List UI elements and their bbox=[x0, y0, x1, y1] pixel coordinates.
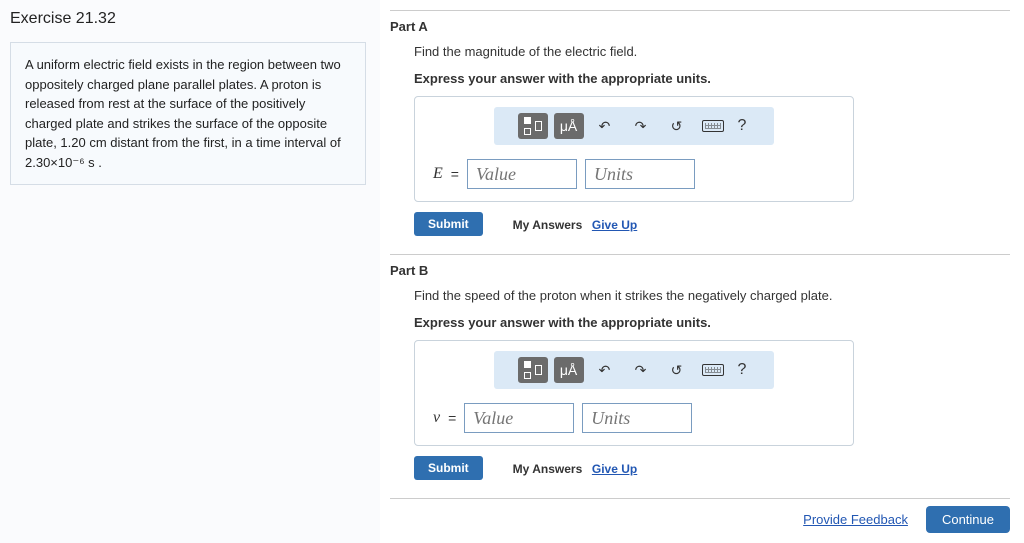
answers-group: My Answers Give Up bbox=[513, 217, 638, 232]
units-input[interactable] bbox=[585, 159, 695, 189]
exercise-title: Exercise 21.32 bbox=[10, 10, 366, 28]
undo-icon[interactable]: ↶ bbox=[590, 357, 620, 383]
undo-icon[interactable]: ↶ bbox=[590, 113, 620, 139]
help-icon[interactable]: ? bbox=[734, 117, 751, 135]
redo-icon[interactable]: ↷ bbox=[626, 113, 656, 139]
units-symbol-button[interactable]: μÅ bbox=[554, 357, 584, 383]
units-symbol-button[interactable]: μÅ bbox=[554, 113, 584, 139]
input-row: E = bbox=[433, 159, 839, 189]
page-root: Exercise 21.32 A uniform electric field … bbox=[0, 0, 1024, 543]
give-up-link[interactable]: Give Up bbox=[592, 218, 637, 232]
right-column: Part A Find the magnitude of the electri… bbox=[380, 0, 1024, 543]
part-instruction: Express your answer with the appropriate… bbox=[414, 71, 1010, 86]
part-divider bbox=[390, 254, 1010, 255]
footer-row: Provide Feedback Continue bbox=[803, 506, 1010, 533]
reset-icon[interactable]: ↺ bbox=[662, 357, 692, 383]
units-input[interactable] bbox=[582, 403, 692, 433]
submit-button[interactable]: Submit bbox=[414, 456, 483, 480]
template-icon[interactable] bbox=[518, 357, 548, 383]
part-instruction: Express your answer with the appropriate… bbox=[414, 315, 1010, 330]
value-input[interactable] bbox=[464, 403, 574, 433]
input-row: v = bbox=[433, 403, 839, 433]
answers-group: My Answers Give Up bbox=[513, 461, 638, 476]
help-icon[interactable]: ? bbox=[734, 361, 751, 379]
provide-feedback-link[interactable]: Provide Feedback bbox=[803, 512, 908, 527]
problem-statement: A uniform electric field exists in the r… bbox=[10, 42, 366, 185]
variable-label: E bbox=[433, 165, 443, 183]
my-answers-label: My Answers bbox=[513, 218, 583, 232]
answer-box: μÅ ↶ ↷ ↺ ? E = bbox=[414, 96, 854, 202]
reset-icon[interactable]: ↺ bbox=[662, 113, 692, 139]
bottom-divider bbox=[390, 498, 1010, 499]
answer-box: μÅ ↶ ↷ ↺ ? v = bbox=[414, 340, 854, 446]
input-toolbar: μÅ ↶ ↷ ↺ ? bbox=[494, 351, 774, 389]
part-prompt: Find the speed of the proton when it str… bbox=[414, 288, 1010, 303]
continue-button[interactable]: Continue bbox=[926, 506, 1010, 533]
part-a: Part A Find the magnitude of the electri… bbox=[390, 19, 1010, 236]
input-toolbar: μÅ ↶ ↷ ↺ ? bbox=[494, 107, 774, 145]
part-b: Part B Find the speed of the proton when… bbox=[390, 263, 1010, 480]
part-label: Part A bbox=[390, 19, 1010, 34]
left-column: Exercise 21.32 A uniform electric field … bbox=[0, 0, 380, 543]
submit-row: Submit My Answers Give Up bbox=[414, 212, 1010, 236]
template-icon[interactable] bbox=[518, 113, 548, 139]
give-up-link[interactable]: Give Up bbox=[592, 462, 637, 476]
keyboard-icon[interactable] bbox=[698, 113, 728, 139]
part-prompt: Find the magnitude of the electric field… bbox=[414, 44, 1010, 59]
part-label: Part B bbox=[390, 263, 1010, 278]
equals-sign: = bbox=[451, 166, 459, 182]
my-answers-label: My Answers bbox=[513, 462, 583, 476]
submit-row: Submit My Answers Give Up bbox=[414, 456, 1010, 480]
submit-button[interactable]: Submit bbox=[414, 212, 483, 236]
value-input[interactable] bbox=[467, 159, 577, 189]
equals-sign: = bbox=[448, 410, 456, 426]
redo-icon[interactable]: ↷ bbox=[626, 357, 656, 383]
variable-label: v bbox=[433, 409, 440, 427]
keyboard-icon[interactable] bbox=[698, 357, 728, 383]
top-divider bbox=[390, 10, 1010, 11]
